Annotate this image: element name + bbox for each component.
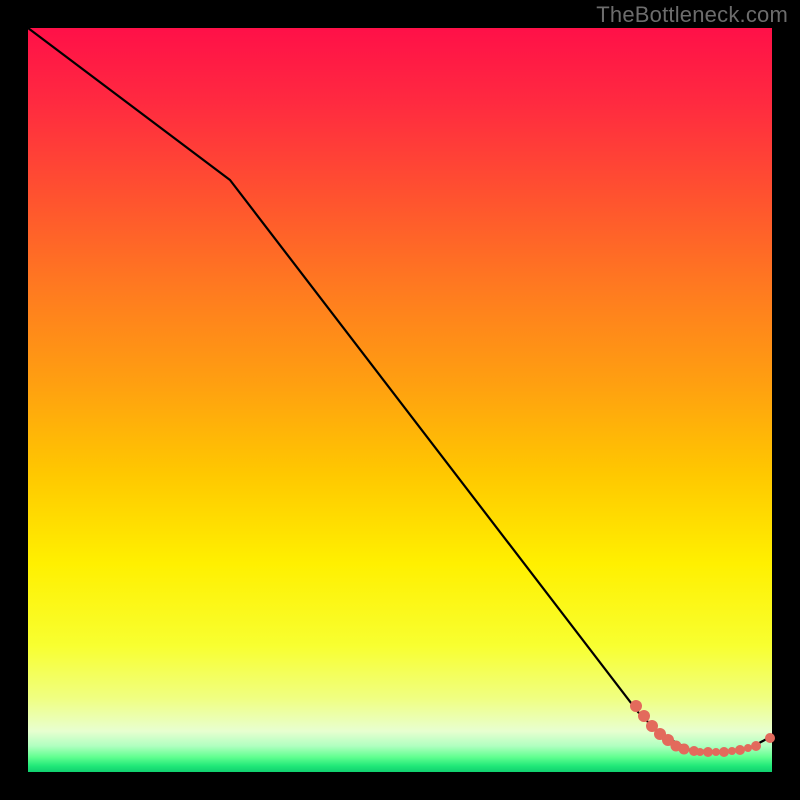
marker-dot <box>751 741 761 751</box>
marker-dot <box>638 710 650 722</box>
chart-root: TheBottleneck.com <box>0 0 800 800</box>
marker-dot <box>679 744 690 755</box>
marker-dot <box>703 747 713 757</box>
bottleneck-chart <box>0 0 800 800</box>
marker-dot <box>696 748 704 756</box>
marker-dot <box>735 745 745 755</box>
marker-dot <box>728 747 736 755</box>
marker-dot <box>765 733 775 743</box>
marker-dot <box>712 748 720 756</box>
marker-dot <box>719 747 729 757</box>
marker-dot <box>744 744 752 752</box>
marker-dot <box>630 700 642 712</box>
watermark-text: TheBottleneck.com <box>596 2 788 28</box>
